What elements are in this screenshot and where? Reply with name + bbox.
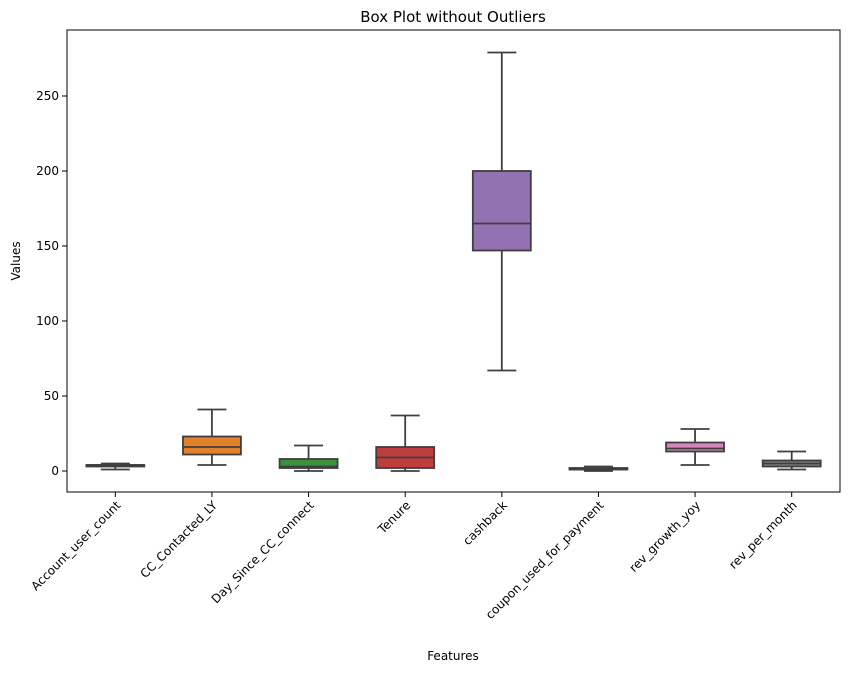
iqr-box bbox=[471, 170, 532, 252]
chart-title: Box Plot without Outliers bbox=[360, 8, 546, 26]
iqr-box bbox=[278, 458, 339, 469]
box-Tenure bbox=[375, 414, 436, 472]
x-tick-label: Account_user_count bbox=[28, 498, 123, 593]
x-tick-label: Day_Since_CC_connect bbox=[209, 498, 317, 606]
box-Day_Since_CC_connect bbox=[278, 444, 339, 472]
x-tick-label: rev_per_month bbox=[726, 498, 800, 572]
y-tick-label: 0 bbox=[51, 464, 59, 478]
x-tick-label: Tenure bbox=[374, 498, 413, 537]
box-CC_Contacted_LY bbox=[182, 408, 242, 466]
box-rev_growth_yoy bbox=[665, 428, 725, 466]
plot-area: 0 50 100 150 200 250 Account_user_count CC_Cont… bbox=[28, 29, 841, 622]
box-Account_user_count bbox=[85, 462, 146, 471]
y-tick-label: 150 bbox=[36, 239, 59, 253]
x-axis-label: Features bbox=[427, 649, 479, 663]
y-tick-label: 50 bbox=[44, 389, 59, 403]
x-tick-label: cashback bbox=[460, 498, 510, 548]
y-tick-label: 100 bbox=[36, 314, 59, 328]
x-tick-label: rev_growth_yoy bbox=[626, 498, 703, 575]
box-cashback bbox=[471, 51, 532, 372]
iqr-box bbox=[182, 435, 242, 456]
box-rev_per_month bbox=[761, 450, 822, 471]
box-coupon_used_for_payment bbox=[568, 465, 629, 472]
iqr-box bbox=[665, 441, 725, 453]
y-axis-label: Values bbox=[9, 241, 23, 280]
x-tick-label: CC_Contacted_LY bbox=[137, 498, 220, 581]
y-tick-label: 200 bbox=[36, 164, 59, 178]
y-tick-label: 250 bbox=[36, 89, 59, 103]
plot-frame bbox=[66, 29, 841, 493]
